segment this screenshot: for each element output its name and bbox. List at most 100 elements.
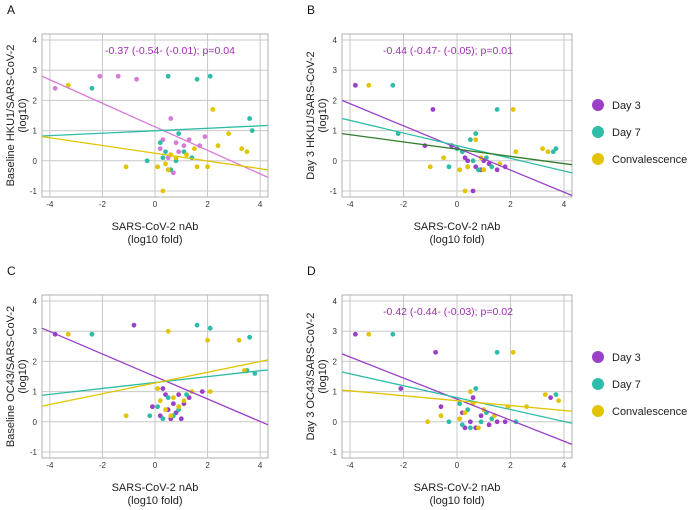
panel-c-ytick-label: 1 bbox=[33, 388, 38, 397]
legend-label: Convalescence bbox=[612, 154, 687, 166]
legend-label: Day 3 bbox=[612, 100, 641, 112]
panel-a-point-day-7 bbox=[160, 155, 166, 161]
panel-b-ytick-label: 3 bbox=[333, 66, 338, 75]
panel-a-point-day-7 bbox=[165, 73, 171, 79]
panel-a-ytick-label: 0 bbox=[33, 157, 38, 166]
panel-d-xtick-label: -4 bbox=[346, 461, 354, 470]
panel-d-point-day-7 bbox=[459, 422, 465, 428]
panel-c-point-convalescence bbox=[163, 407, 168, 413]
panel-a-point-day-3 bbox=[186, 137, 192, 143]
panel-a-ylabel-units: (log10) bbox=[17, 98, 29, 132]
panel-d-ytick-label: 0 bbox=[333, 418, 338, 427]
panel-c-point-day-7 bbox=[147, 413, 153, 419]
panel-a: -4 -2 0 2 4 -1 0 1 2 3 4 SARS-CoV-2 nAb(log10 fold)… bbox=[5, 3, 269, 246]
panel-c-xtick-label: -2 bbox=[99, 461, 107, 470]
panel-d-fit-line bbox=[341, 371, 573, 424]
panel-b-point-day-7 bbox=[473, 131, 479, 137]
panel-c-point-convalescence bbox=[207, 389, 213, 394]
panel-c-point-day-3 bbox=[149, 404, 155, 410]
panel-a-point-convalescence bbox=[194, 164, 200, 170]
panel-d-fit-line bbox=[341, 389, 573, 412]
panel-c-point-convalescence bbox=[65, 331, 71, 337]
panel-b-xtick-label: 2 bbox=[508, 200, 513, 209]
panel-d-point-day-7 bbox=[467, 425, 473, 431]
panel-b-xlabel: SARS-CoV-2 nAb bbox=[414, 221, 501, 233]
panel-b-ytick-label: 4 bbox=[333, 36, 338, 45]
panel-c-point-day-7 bbox=[252, 371, 258, 376]
panel-b-point-day-7 bbox=[494, 107, 500, 112]
panel-b-point-convalescence bbox=[540, 146, 545, 152]
panel-d-xlabel-units: (log10 fold) bbox=[429, 495, 484, 507]
panel-d-point-day-3 bbox=[502, 419, 508, 425]
panel-b-xtick-label: -2 bbox=[400, 200, 408, 209]
panel-a-point-day-7 bbox=[89, 85, 95, 91]
panel-c-letter: C bbox=[7, 264, 16, 278]
panel-a-point-convalescence bbox=[163, 161, 168, 167]
panel-c-point-day-3 bbox=[199, 389, 205, 394]
panel-c-point-convalescence bbox=[123, 413, 129, 419]
panel-b-ytick-label: -1 bbox=[330, 187, 338, 196]
panel-a-point-day-7 bbox=[144, 158, 150, 164]
panel-b-point-convalescence bbox=[465, 164, 471, 170]
panel-a-point-day-7 bbox=[176, 131, 182, 137]
panel-c-point-convalescence bbox=[241, 368, 247, 373]
panel-d-point-day-7 bbox=[457, 401, 463, 407]
panel-a-point-day-3 bbox=[97, 73, 103, 79]
panel-a-point-convalescence bbox=[226, 131, 231, 137]
panel-b: -4 -2 0 2 4 -1 0 1 2 3 4 SARS-CoV-2 nAb(log10 fold)… bbox=[305, 3, 573, 246]
panel-d-point-convalescence bbox=[556, 398, 562, 404]
panel-a-xtick-label: -4 bbox=[46, 200, 54, 209]
panel-b-point-day-3 bbox=[430, 107, 436, 112]
panel-b-point-day-3 bbox=[470, 188, 476, 194]
panel-d-point-day-7 bbox=[478, 419, 484, 425]
panel-b-point-convalescence bbox=[427, 164, 433, 170]
legend-label: Day 7 bbox=[612, 127, 641, 139]
panel-d-letter: D bbox=[307, 264, 316, 278]
panel-a-point-day-3 bbox=[134, 76, 140, 82]
panel-d-ytick-label: 2 bbox=[333, 357, 338, 366]
panel-a-point-convalescence bbox=[210, 107, 216, 112]
panel-b-xlabel-units: (log10 fold) bbox=[429, 234, 484, 246]
panel-c-point-convalescence bbox=[155, 386, 161, 391]
panel-c-point-convalescence bbox=[205, 337, 210, 343]
panel-a-point-day-3 bbox=[202, 134, 208, 140]
panel-c-point-convalescence bbox=[181, 398, 187, 404]
panel-d-point-day-3 bbox=[494, 419, 500, 425]
panel-b-point-day-7 bbox=[446, 164, 452, 170]
panel-d-point-day-7 bbox=[473, 386, 479, 391]
panel-a-point-day-7 bbox=[249, 128, 255, 133]
panel-b-ytick-label: 2 bbox=[333, 96, 338, 105]
panel-a-point-day-3 bbox=[115, 73, 121, 79]
panel-d-point-convalescence bbox=[366, 331, 372, 337]
panel-a-point-day-7 bbox=[194, 76, 200, 82]
panel-a-point-convalescence bbox=[184, 152, 189, 158]
panel-c-point-day-3 bbox=[160, 386, 166, 391]
panel-c-xtick-label: 2 bbox=[205, 461, 210, 470]
panel-b-point-convalescence bbox=[545, 149, 551, 155]
panel-a-point-day-3 bbox=[173, 140, 179, 146]
panel-c-point-day-3 bbox=[176, 392, 182, 398]
panel-c-xlabel-units: (log10 fold) bbox=[127, 495, 182, 507]
panel-b-point-day-7 bbox=[475, 167, 481, 173]
panel-c-xtick-label: 0 bbox=[153, 461, 158, 470]
panel-a-point-convalescence bbox=[215, 143, 221, 149]
panel-c-point-day-7 bbox=[194, 322, 200, 328]
legend-2: Day 3 Day 7 Convalescence bbox=[592, 351, 687, 418]
panel-b-point-convalescence bbox=[366, 82, 372, 88]
legend-label: Convalescence bbox=[612, 406, 687, 418]
panel-a-letter: A bbox=[7, 3, 15, 17]
panel-c-point-convalescence bbox=[236, 337, 242, 343]
legend-marker bbox=[592, 99, 604, 111]
panel-b-frame bbox=[341, 33, 573, 198]
panel-c-frame bbox=[41, 294, 269, 459]
panel-c-ytick-label: 2 bbox=[33, 357, 38, 366]
panel-c: -4 -2 0 2 4 -1 0 1 2 3 4 SARS-CoV-2 nAb(log10 fold)… bbox=[5, 264, 269, 507]
panel-c-point-day-7 bbox=[160, 416, 166, 422]
panel-b-point-day-3 bbox=[494, 167, 500, 173]
panel-d-point-convalescence bbox=[467, 389, 473, 394]
panel-c-ytick-label: 0 bbox=[33, 418, 38, 427]
panel-c-fit-line bbox=[41, 327, 269, 426]
panel-a-point-convalescence bbox=[192, 146, 197, 152]
panel-a-fit-line bbox=[41, 124, 269, 137]
panel-b-ylabel: Day 3 HKU1/SARS-CoV-2 bbox=[305, 51, 317, 179]
